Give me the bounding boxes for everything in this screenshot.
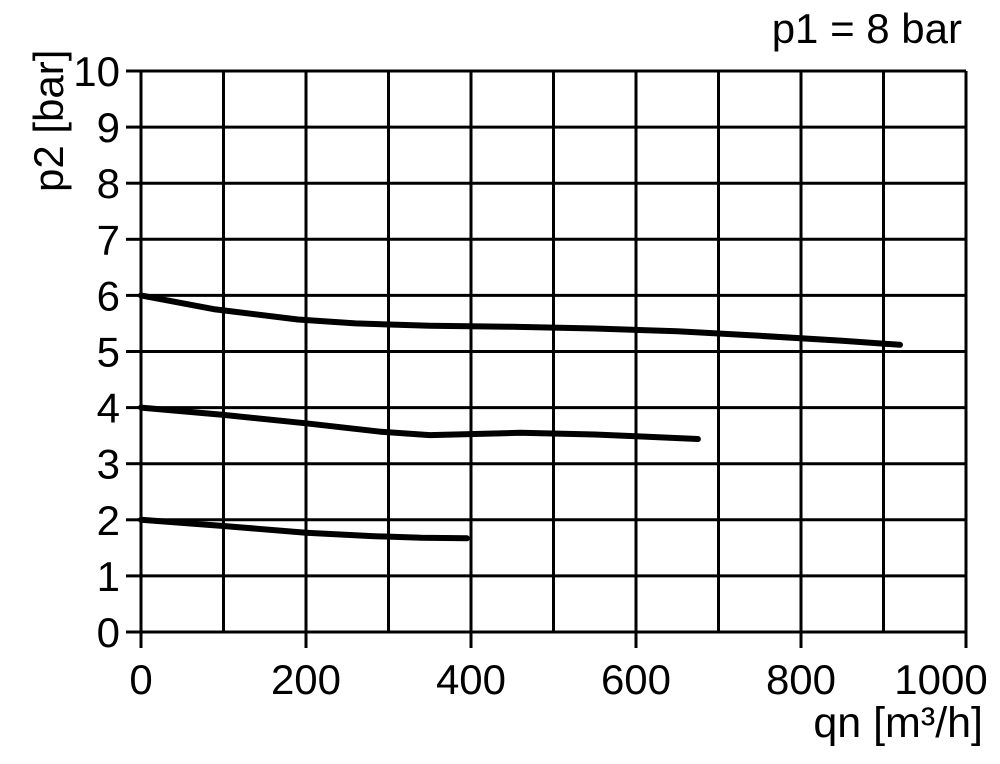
curve-p2-2-bar [138, 516, 470, 542]
y-tick-label: 0 [97, 609, 120, 656]
y-tick-label: 4 [97, 385, 120, 432]
y-tick-label: 7 [97, 216, 120, 263]
y-axis-label: p2 [bar] [25, 49, 72, 192]
y-tick-label: 5 [97, 329, 120, 376]
x-tick-label: 0 [129, 656, 152, 703]
curve-p2-4-bar [138, 404, 701, 442]
annotation-p1: p1 = 8 bar [771, 5, 962, 52]
y-tick-label: 10 [73, 48, 120, 95]
x-tick-label: 800 [766, 656, 836, 703]
y-tick-label: 6 [97, 272, 120, 319]
x-tick-label: 1000 [894, 656, 987, 703]
x-axis-label: qn [m³/h] [813, 699, 983, 747]
y-tick-label: 1 [97, 553, 120, 600]
x-tick-label: 400 [436, 656, 506, 703]
x-tick-label: 200 [271, 656, 341, 703]
y-tick-label: 2 [97, 497, 120, 544]
x-tick-label: 600 [601, 656, 671, 703]
y-tick-label: 9 [97, 104, 120, 151]
y-tick-label: 8 [97, 160, 120, 207]
curve-p2-6-bar [138, 292, 903, 348]
y-tick-label: 3 [97, 441, 120, 488]
